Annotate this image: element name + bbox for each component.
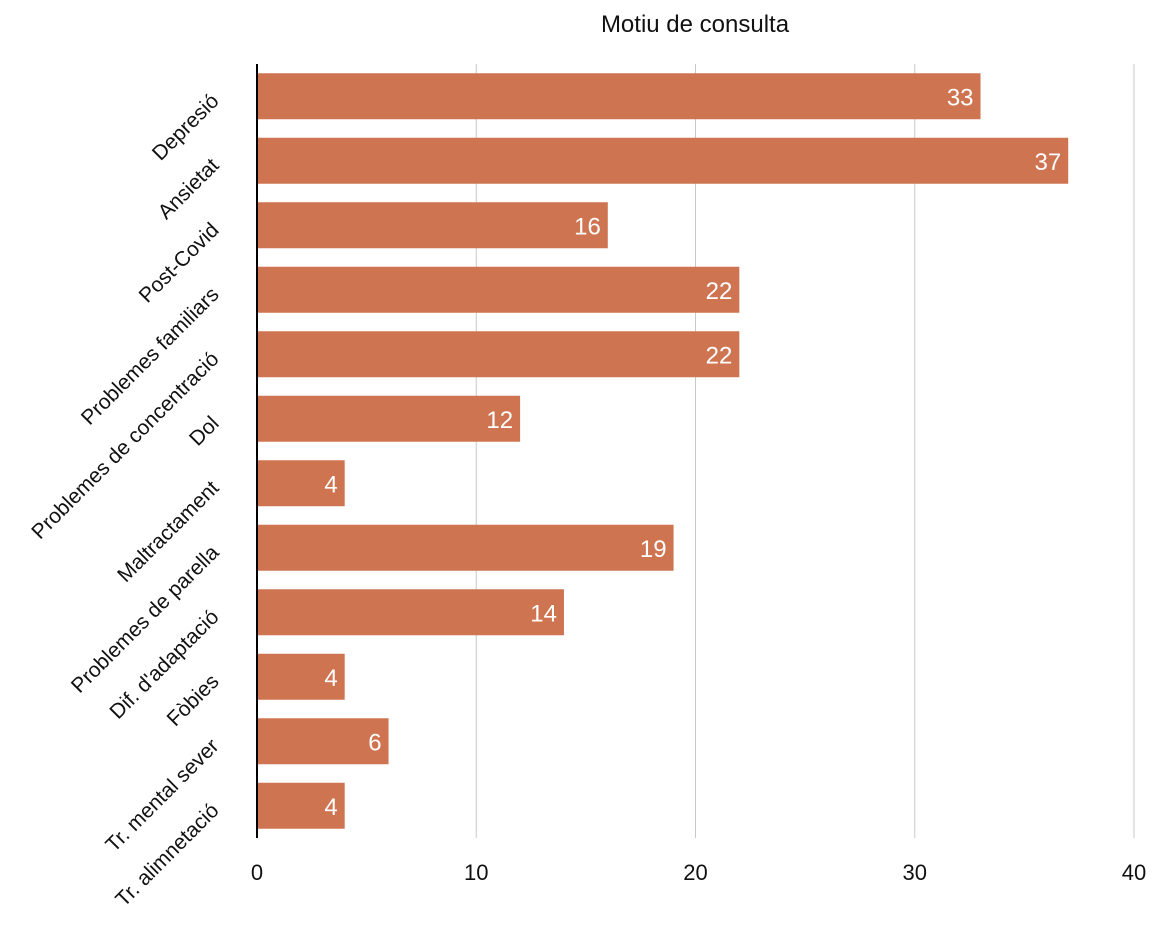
bar	[257, 460, 345, 507]
bar	[257, 653, 345, 700]
x-tick-label: 10	[464, 860, 488, 885]
bar	[257, 331, 740, 378]
category-label: Dol	[185, 412, 224, 451]
x-tick-label: 40	[1122, 860, 1146, 885]
bar	[257, 266, 740, 313]
bar-value-label: 37	[1035, 149, 1062, 176]
bar	[257, 782, 345, 829]
gridlines	[475, 64, 1135, 838]
category-label: Fòbies	[163, 670, 224, 731]
bar-value-label: 6	[368, 729, 381, 756]
bar-value-label: 4	[324, 665, 337, 692]
bar	[257, 395, 521, 442]
x-axis-tick-labels: 0 10 20 30 40	[251, 860, 1146, 885]
chart-title: Motiu de consulta	[601, 11, 790, 38]
bar	[257, 137, 1069, 184]
bar	[257, 73, 981, 120]
bar-value-label: 12	[486, 407, 513, 434]
bar	[257, 718, 389, 765]
bar-value-label: 14	[530, 600, 557, 627]
category-label: Dif. d'adaptació	[105, 606, 223, 724]
bar-value-labels: 33 37 16 22 22 12 4 19 14 4 6 4	[324, 84, 1061, 821]
category-label: Tr. mental sever	[101, 735, 223, 857]
bar-value-label: 4	[324, 794, 337, 821]
bar-value-label: 22	[706, 278, 733, 305]
bar-value-label: 22	[706, 342, 733, 369]
bar-value-label: 4	[324, 471, 337, 498]
bar	[257, 589, 564, 636]
x-tick-label: 0	[251, 860, 263, 885]
bar-value-label: 33	[947, 84, 974, 111]
category-label: Depresió	[148, 90, 224, 166]
bar-value-label: 19	[640, 536, 667, 563]
bar	[257, 202, 608, 249]
x-tick-label: 20	[683, 860, 707, 885]
x-tick-label: 30	[903, 860, 927, 885]
bar	[257, 524, 674, 571]
bars	[257, 73, 1069, 829]
bar-value-label: 16	[574, 213, 601, 240]
